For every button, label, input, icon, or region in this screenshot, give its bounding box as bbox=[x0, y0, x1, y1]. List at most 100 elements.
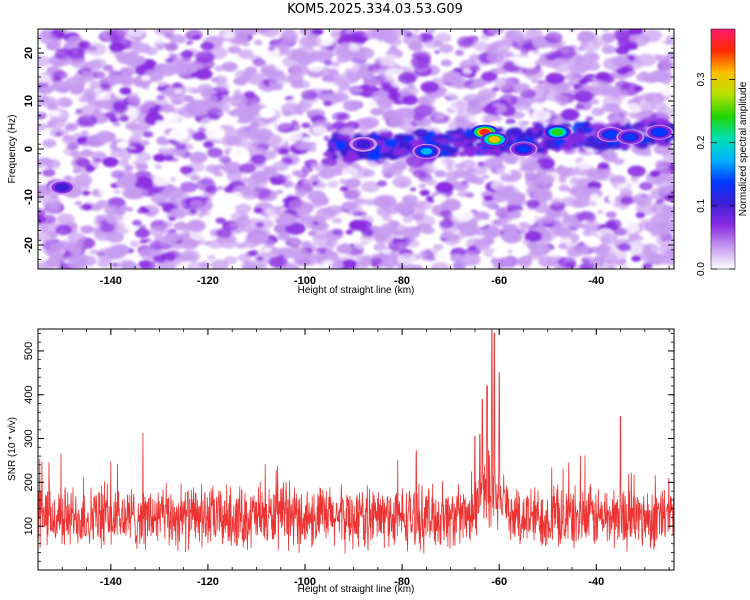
spectrogram-cell bbox=[159, 104, 175, 114]
spectrogram-cell bbox=[513, 82, 530, 93]
spectrogram-cell bbox=[410, 55, 431, 69]
spectrogram-cell bbox=[195, 178, 216, 192]
spectrogram-cell bbox=[572, 244, 589, 255]
spectrogram-cell bbox=[655, 45, 672, 56]
spectrogram-cell bbox=[348, 219, 367, 231]
spectrogram-cell bbox=[153, 174, 172, 187]
spectrogram-cell bbox=[555, 142, 562, 149]
spectrogram-cell bbox=[537, 129, 545, 135]
spectrogram-cell bbox=[243, 91, 256, 99]
spectrogram-cell bbox=[236, 242, 247, 249]
spectrogram-cell bbox=[615, 46, 630, 55]
spectrogram-cell bbox=[154, 164, 162, 169]
spectrogram-cell bbox=[180, 50, 194, 58]
spectrogram-cell bbox=[91, 171, 106, 180]
spectrogram-x-tick-label: -80 bbox=[394, 275, 410, 287]
spectrogram-cell bbox=[250, 142, 259, 148]
spectrogram-cell bbox=[79, 105, 99, 117]
spectrogram-cell bbox=[568, 62, 588, 75]
spectrogram-cell bbox=[495, 41, 504, 47]
spectrogram-cell bbox=[418, 248, 439, 262]
spectrogram-cell bbox=[608, 264, 617, 269]
spectrogram-cell bbox=[624, 102, 641, 114]
spectrogram-cell bbox=[41, 195, 61, 208]
spectrogram-cell bbox=[192, 132, 207, 142]
spectrogram-cell bbox=[466, 145, 479, 156]
spectrogram-cell bbox=[654, 118, 669, 127]
spectrogram-cell bbox=[582, 128, 595, 132]
spectrogram-cell bbox=[520, 48, 530, 54]
spectrogram-cell bbox=[65, 240, 84, 253]
spectrogram-cell bbox=[335, 140, 347, 151]
spectrogram-cell bbox=[75, 157, 90, 167]
spectrogram-cell bbox=[178, 59, 193, 69]
spectrogram-cell bbox=[186, 262, 207, 269]
spectrogram-cell bbox=[100, 83, 111, 90]
spectrogram-cell bbox=[447, 98, 469, 112]
spectrogram-cell bbox=[413, 128, 429, 138]
spectrogram-cell bbox=[422, 226, 435, 235]
spectrogram-cell bbox=[280, 29, 299, 41]
spectrogram-cell bbox=[481, 145, 488, 151]
spectrogram-cell bbox=[45, 123, 55, 129]
spectrogram-cell bbox=[530, 101, 546, 111]
spectrogram-cell bbox=[210, 259, 229, 269]
spectrogram-cell bbox=[235, 203, 252, 214]
spectrogram-cell bbox=[299, 29, 314, 36]
spectrogram-cell bbox=[409, 139, 426, 147]
spectrogram-cell bbox=[95, 130, 115, 143]
spectrogram-cell bbox=[119, 29, 128, 32]
spectrogram-cell bbox=[174, 149, 186, 157]
spectrogram-cell bbox=[466, 167, 476, 174]
spectrogram-cell bbox=[108, 42, 126, 53]
snr-y-tick-label: 200 bbox=[23, 473, 35, 491]
spectrogram-cell bbox=[80, 225, 95, 234]
spectrogram-cell bbox=[275, 189, 284, 195]
spectrogram-cell bbox=[601, 45, 616, 55]
spectrogram-cell bbox=[426, 29, 436, 34]
spectrogram-cell bbox=[139, 247, 158, 260]
spectrogram-cell bbox=[574, 90, 594, 103]
spectrogram-cell bbox=[553, 61, 572, 73]
spectrogram-cell bbox=[52, 70, 68, 80]
spectrogram-cell bbox=[56, 97, 73, 108]
spectrogram-cell bbox=[348, 51, 367, 64]
spectrogram-cell bbox=[124, 164, 134, 171]
spectrogram-cell bbox=[81, 70, 93, 78]
spectrogram-cell bbox=[189, 199, 204, 209]
spectrogram-cell bbox=[216, 185, 225, 191]
spectrogram-cell bbox=[496, 256, 514, 267]
spectrogram-cell bbox=[412, 169, 427, 179]
spectrogram-cell bbox=[656, 106, 674, 120]
spectrogram-cell bbox=[481, 174, 490, 180]
spectrogram-cell bbox=[597, 162, 610, 170]
spectrogram-cell bbox=[668, 183, 674, 190]
spectrogram-cell bbox=[236, 102, 246, 108]
spectrogram-cell bbox=[257, 263, 268, 269]
spectrogram-cell bbox=[164, 113, 181, 124]
spectrogram-cell bbox=[562, 142, 574, 151]
spectrogram-feature bbox=[645, 124, 674, 140]
spectrogram-cell bbox=[382, 252, 396, 261]
spectrogram-cell bbox=[619, 188, 633, 197]
spectrogram-cell bbox=[214, 171, 224, 177]
spectrogram-cell bbox=[125, 121, 139, 131]
spectrogram-cell bbox=[654, 176, 674, 188]
spectrogram-cell bbox=[92, 70, 106, 79]
spectrogram-cell bbox=[601, 32, 616, 42]
spectrogram-cell bbox=[81, 130, 90, 136]
spectrogram-cell bbox=[532, 95, 547, 104]
spectrogram-cell bbox=[526, 133, 542, 138]
spectrogram-cell bbox=[250, 101, 258, 106]
spectrogram-cell bbox=[299, 141, 312, 149]
spectrogram-cell bbox=[370, 262, 379, 268]
spectrogram-cell bbox=[56, 213, 75, 225]
spectrogram-cell bbox=[325, 72, 341, 83]
spectrogram-cell bbox=[144, 238, 152, 243]
spectrogram-cell bbox=[149, 226, 165, 237]
spectrogram-cell bbox=[658, 221, 674, 233]
spectrogram-cell bbox=[150, 193, 168, 204]
spectrogram-cell bbox=[411, 213, 424, 221]
spectrogram-cell bbox=[61, 117, 68, 122]
spectrogram-cell bbox=[215, 204, 235, 217]
